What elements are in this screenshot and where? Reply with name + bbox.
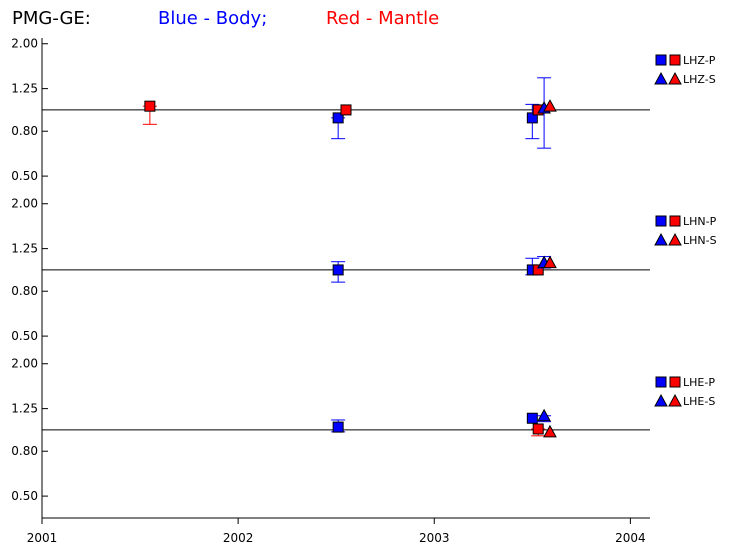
y-tick-label: 1.25 bbox=[11, 82, 38, 96]
title-station: PMG-GE: bbox=[12, 8, 91, 29]
legend-label-p: LHN-P bbox=[683, 215, 717, 228]
legend-p-body-marker bbox=[655, 215, 667, 227]
legend-s-body-marker bbox=[654, 393, 668, 407]
y-tick-label: 0.80 bbox=[11, 444, 38, 458]
legend-s-mantle-marker bbox=[668, 393, 682, 407]
legend-s-body-marker bbox=[654, 71, 668, 85]
legend-label-s: LHE-S bbox=[683, 395, 715, 408]
x-tick-label: 2002 bbox=[223, 531, 254, 545]
triangle-point-body bbox=[537, 408, 551, 422]
y-tick-label: 0.80 bbox=[11, 124, 38, 138]
legend-p-mantle-marker bbox=[669, 215, 681, 227]
chart-title: PMG-GE: Blue - Body; Red - Mantle bbox=[12, 8, 439, 29]
y-tick-label: 2.00 bbox=[11, 37, 38, 51]
y-tick-label: 2.00 bbox=[11, 197, 38, 211]
y-tick-label: 1.25 bbox=[11, 242, 38, 256]
title-mantle-label: Red - Mantle bbox=[326, 8, 439, 29]
legend-p-mantle-marker bbox=[669, 376, 681, 388]
y-tick-label: 0.50 bbox=[11, 169, 38, 183]
y-tick-label: 2.00 bbox=[11, 357, 38, 371]
legend-s-body-marker bbox=[654, 232, 668, 246]
legend-label-p: LHE-P bbox=[683, 376, 715, 389]
y-tick-label: 0.80 bbox=[11, 284, 38, 298]
square-point-body bbox=[332, 264, 344, 276]
x-tick-label: 2001 bbox=[27, 531, 58, 545]
square-point-mantle bbox=[340, 104, 352, 116]
legend-p-body-marker bbox=[655, 376, 667, 388]
square-point-mantle bbox=[532, 264, 544, 276]
panel-lhz: 0.50 0.80 1.25 2.00 LHZ-P LHZ-S bbox=[11, 37, 715, 183]
square-point-mantle bbox=[144, 100, 156, 112]
square-point-body bbox=[332, 421, 344, 433]
x-tick-label: 2004 bbox=[615, 531, 646, 545]
legend-label-p: LHZ-P bbox=[683, 54, 716, 67]
panel-lhn: 0.50 0.80 1.25 2.00 LHN-P LHN-S bbox=[11, 197, 716, 343]
plot-area: 2001 2002 2003 2004 0.50 0.80 1.25 2.00 LHZ-P LHZ… bbox=[11, 37, 716, 545]
y-tick-label: 0.50 bbox=[11, 329, 38, 343]
square-point-body bbox=[526, 112, 538, 124]
y-tick-label: 1.25 bbox=[11, 402, 38, 416]
x-tick-label: 2003 bbox=[419, 531, 450, 545]
square-point-mantle bbox=[532, 423, 544, 435]
legend-s-mantle-marker bbox=[668, 232, 682, 246]
triangle-point-mantle bbox=[543, 255, 557, 269]
panel-lhe: 0.50 0.80 1.25 2.00 LHE-P LHE-S bbox=[11, 357, 715, 503]
triangle-point-mantle bbox=[543, 99, 557, 112]
y-tick-label: 0.50 bbox=[11, 489, 38, 503]
square-point-body bbox=[332, 112, 344, 124]
legend-s-mantle-marker bbox=[668, 71, 682, 85]
triangle-point-mantle bbox=[543, 424, 557, 438]
legend-p-mantle-marker bbox=[669, 54, 681, 66]
legend-label-s: LHZ-S bbox=[683, 73, 716, 86]
square-point-body bbox=[526, 412, 538, 424]
legend-p-body-marker bbox=[655, 54, 667, 66]
title-body-label: Blue - Body; bbox=[158, 8, 267, 29]
legend-label-s: LHN-S bbox=[683, 234, 717, 247]
